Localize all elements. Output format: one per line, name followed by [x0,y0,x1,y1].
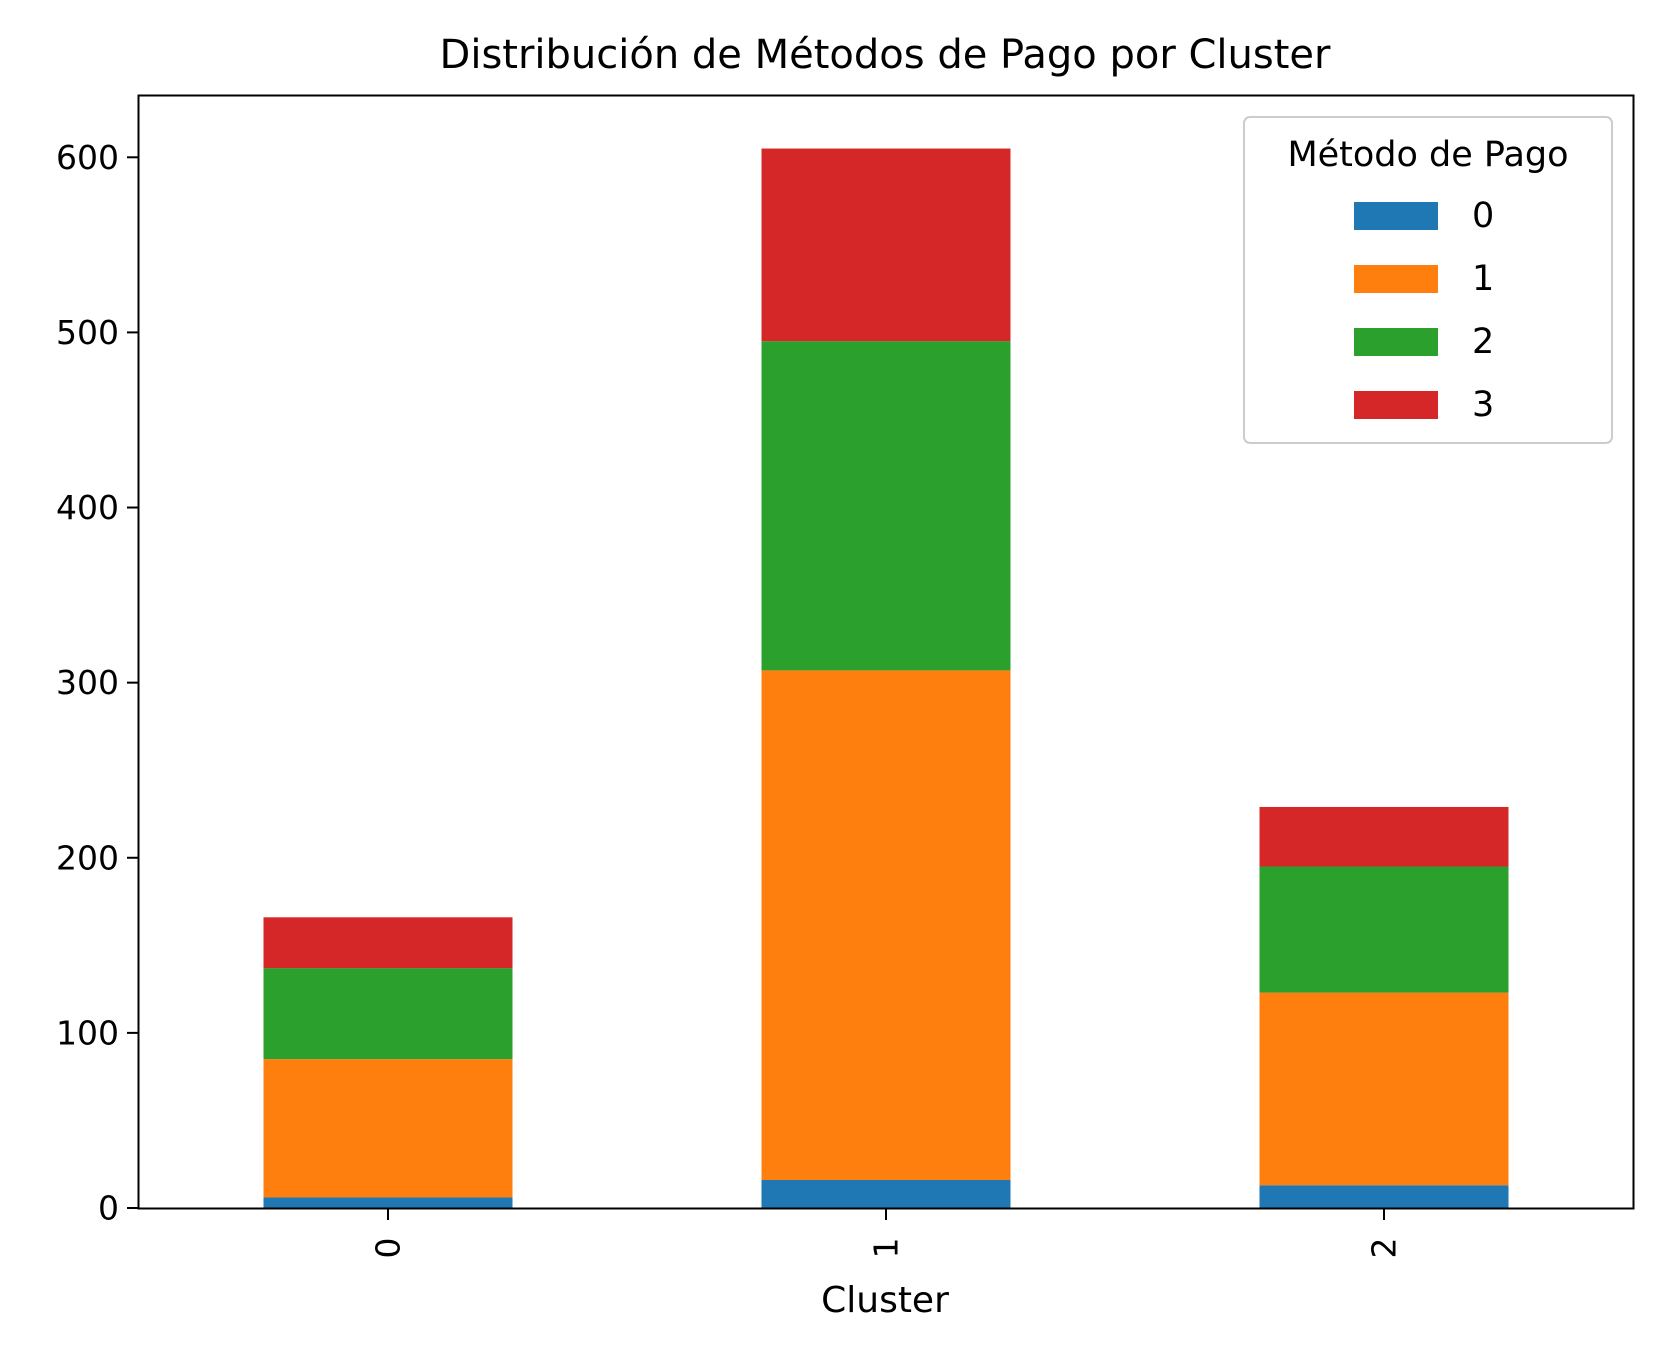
bar-cluster-0-method-1 [263,1059,513,1198]
bar-cluster-2-method-3 [1259,806,1509,867]
y-tick-label: 400 [56,488,119,527]
y-tick-label: 300 [56,663,119,702]
x-tick-label: 1 [867,1238,906,1259]
bar-cluster-2-method-1 [1259,992,1509,1186]
x-tick-label: 2 [1365,1238,1404,1259]
chart-title: Distribución de Métodos de Pago por Clus… [440,32,1331,78]
bar-cluster-0-method-2 [263,968,513,1060]
y-tick-label: 600 [56,138,119,177]
y-tick-label: 500 [56,313,119,352]
bar-cluster-1-method-0 [761,1179,1011,1208]
bar-cluster-0-method-3 [263,917,513,969]
y-tick-label: 100 [56,1013,119,1052]
bar-cluster-1-method-1 [761,670,1011,1180]
y-tick-label: 0 [98,1189,119,1228]
legend-label-2: 2 [1472,322,1494,362]
legend-label-0: 0 [1472,196,1494,236]
bar-cluster-1-method-2 [761,341,1011,671]
legend-label-1: 1 [1472,259,1494,299]
legend-swatch-2 [1354,328,1438,356]
x-tick-label: 0 [369,1238,408,1259]
x-axis-label: Cluster [821,1280,949,1321]
legend-label-3: 3 [1472,385,1494,425]
bar-cluster-2-method-0 [1259,1185,1509,1208]
y-tick-label: 200 [56,838,119,877]
bar-cluster-1-method-3 [761,148,1011,342]
bar-cluster-0-method-0 [263,1197,513,1208]
legend-swatch-0 [1354,202,1438,230]
legend: Método de Pago 0 1 2 3 [1243,116,1613,444]
y-axis: 0 100 200 300 400 500 600 [56,138,139,1228]
bars-group [263,148,1509,1208]
x-axis: 0 1 2 [369,1208,1404,1259]
legend-title: Método de Pago [1287,135,1568,175]
bar-cluster-2-method-2 [1259,866,1509,993]
legend-swatch-1 [1354,265,1438,293]
legend-swatch-3 [1354,391,1438,419]
legend-items: 0 1 2 3 [1354,196,1494,425]
